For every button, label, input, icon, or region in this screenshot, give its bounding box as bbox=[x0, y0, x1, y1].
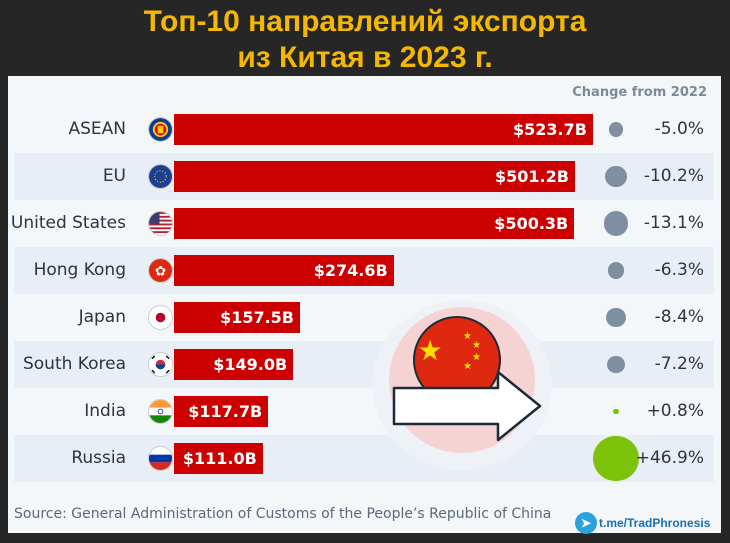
bar: $117.7B bbox=[174, 396, 269, 427]
bar: $523.7B bbox=[174, 114, 593, 145]
bar: $157.5B bbox=[174, 302, 300, 333]
bar-value-label: $500.3B bbox=[494, 214, 569, 233]
change-dot bbox=[593, 435, 639, 482]
svg-text:★: ★ bbox=[463, 331, 472, 342]
bar-value-label: $157.5B bbox=[220, 308, 294, 327]
change-label: -13.1% bbox=[643, 213, 704, 233]
change-dot bbox=[607, 355, 625, 374]
change-label: -10.2% bbox=[643, 166, 704, 186]
svg-text:★: ★ bbox=[463, 361, 472, 372]
watermark-text: t.me/TradPhronesis bbox=[599, 516, 711, 530]
bar-value-label: $274.6B bbox=[313, 261, 388, 280]
chart-title: Топ-10 направлений экспорта из Китая в 2… bbox=[0, 4, 730, 76]
change-dot bbox=[606, 307, 626, 328]
change-label: +0.8% bbox=[646, 401, 704, 421]
asean-emblem-icon bbox=[148, 117, 173, 142]
change-dot bbox=[603, 211, 629, 236]
category-label: South Korea bbox=[22, 354, 126, 374]
change-label: -8.4% bbox=[654, 307, 704, 327]
us-flag-icon bbox=[148, 211, 173, 236]
category-label: EU bbox=[102, 166, 126, 186]
chart-panel: Change from 2022 ASEAN $523.7B -5.0% EU $501… bbox=[8, 76, 721, 533]
chart-row: ASEAN $523.7B -5.0% bbox=[14, 106, 714, 153]
eu-flag-icon bbox=[148, 164, 173, 189]
category-label: Hong Kong bbox=[33, 260, 126, 280]
bar: $111.0B bbox=[174, 443, 263, 474]
japan-flag-icon bbox=[148, 305, 173, 330]
svg-text:★: ★ bbox=[472, 352, 481, 363]
change-label: +46.9% bbox=[635, 448, 704, 468]
change-dot bbox=[608, 122, 624, 137]
change-dot bbox=[605, 165, 627, 188]
svg-text:★: ★ bbox=[472, 340, 481, 351]
chart-row: Hong Kong ✿ $274.6B -6.3% bbox=[14, 247, 714, 294]
title-line-1: Топ-10 направлений экспорта bbox=[143, 5, 587, 38]
source-note: Source: General Administration of Custom… bbox=[14, 506, 552, 522]
change-dot bbox=[613, 408, 619, 415]
bar: $500.3B bbox=[174, 208, 575, 239]
change-label: -6.3% bbox=[654, 260, 704, 280]
bar-value-label: $111.0B bbox=[182, 449, 257, 468]
bar-value-label: $523.7B bbox=[513, 120, 587, 139]
category-label: ASEAN bbox=[68, 119, 126, 139]
chart-row: EU $501.2B -10.2% bbox=[14, 153, 714, 200]
chart-row: South Korea $149.0B -7.2% bbox=[14, 341, 714, 388]
svg-text:★: ★ bbox=[417, 334, 442, 367]
bar: $501.2B bbox=[174, 161, 575, 192]
chart-row: Japan $157.5B -8.4% bbox=[14, 294, 714, 341]
hong-kong-flag-icon: ✿ bbox=[148, 258, 173, 283]
category-label: United States bbox=[10, 213, 126, 233]
russia-flag-icon bbox=[148, 446, 173, 471]
bar-value-label: $149.0B bbox=[213, 355, 288, 374]
category-label: Japan bbox=[78, 307, 126, 327]
bar: $149.0B bbox=[174, 349, 294, 380]
chart-row: India $117.7B +0.8% bbox=[14, 388, 714, 435]
china-flag-illustration: ★ ★ ★ ★ ★ bbox=[372, 300, 552, 470]
south-korea-flag-icon bbox=[148, 352, 173, 377]
telegram-watermark[interactable]: ➤ t.me/TradPhronesis bbox=[575, 512, 710, 534]
bar-value-label: $501.2B bbox=[495, 167, 569, 186]
title-line-2: из Китая в 2023 г. bbox=[237, 41, 493, 74]
change-label: -7.2% bbox=[654, 354, 704, 374]
change-dot bbox=[607, 262, 625, 279]
bar-value-label: $117.7B bbox=[188, 402, 263, 421]
svg-text:✿: ✿ bbox=[155, 264, 166, 279]
change-header: Change from 2022 bbox=[572, 85, 707, 100]
category-label: Russia bbox=[71, 448, 126, 468]
category-label: India bbox=[84, 401, 126, 421]
india-flag-icon bbox=[148, 399, 173, 424]
bar: $274.6B bbox=[174, 255, 394, 286]
chart-row: Russia $111.0B +46.9% bbox=[14, 435, 714, 482]
telegram-icon: ➤ bbox=[575, 512, 597, 534]
chart-row: United States $500.3B -13.1% bbox=[10, 200, 714, 247]
change-label: -5.0% bbox=[654, 119, 704, 139]
